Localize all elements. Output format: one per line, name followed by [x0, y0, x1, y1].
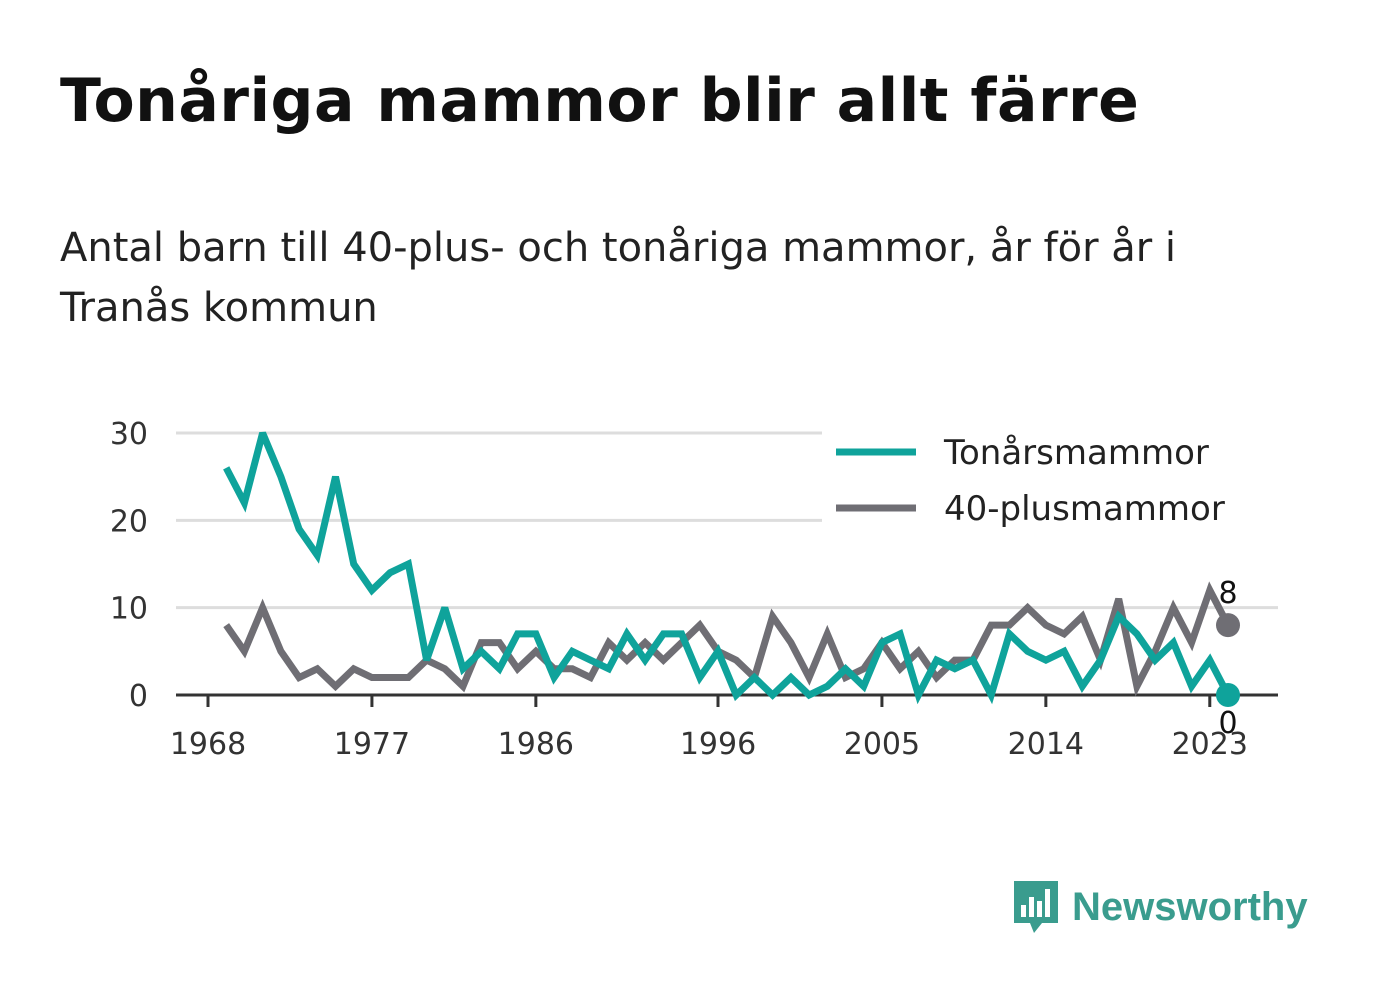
series-line-tonarsmammor [223, 431, 1232, 705]
chart-title: Tonåriga mammor blir allt färre [60, 66, 1140, 136]
end-label-tonarsmammor: 0 [1218, 706, 1237, 741]
x-tick-label-1977: 1977 [334, 727, 410, 762]
legend-label-tonarsmammor: Tonårsmammor [943, 433, 1209, 473]
y-tick-label-10: 10 [110, 592, 148, 627]
series-lines [223, 431, 1232, 705]
series-line-40-plusmammor [223, 581, 1232, 697]
y-tick-label-20: 20 [110, 504, 148, 539]
y-axis-ticks: 0 10 20 30 [110, 417, 148, 714]
end-marker-40-plusmammor [1216, 613, 1240, 638]
legend-label-40-plusmammor: 40-plusmammor [944, 489, 1225, 529]
y-tick-label-30: 30 [110, 417, 148, 452]
end-marker-tonarsmammor [1216, 683, 1240, 707]
x-tick-label-1968: 1968 [170, 727, 246, 762]
legend-background [822, 426, 1282, 538]
x-tick-label-2023: 2023 [1172, 727, 1248, 762]
end-label-40-plusmammor: 8 [1218, 576, 1237, 611]
x-tick-label-2005: 2005 [844, 727, 920, 762]
bar-chart-speech-bubble-icon [1014, 881, 1058, 933]
x-axis: 1968 1977 1986 1996 2005 2014 2023 [170, 693, 1278, 762]
brand-logo: Newsworthy [1010, 877, 1308, 937]
y-tick-label-0: 0 [129, 679, 148, 714]
x-tick-label-2014: 2014 [1008, 727, 1084, 762]
x-tick-label-1986: 1986 [498, 727, 574, 762]
legend: Tonårsmammor 40-plusmammor [822, 426, 1282, 538]
chart-subtitle: Antal barn till 40-plus- och tonåriga ma… [60, 225, 1177, 331]
x-tick-label-1996: 1996 [680, 727, 756, 762]
brand-name: Newsworthy [1072, 884, 1308, 929]
end-markers: 80 [1216, 576, 1240, 741]
